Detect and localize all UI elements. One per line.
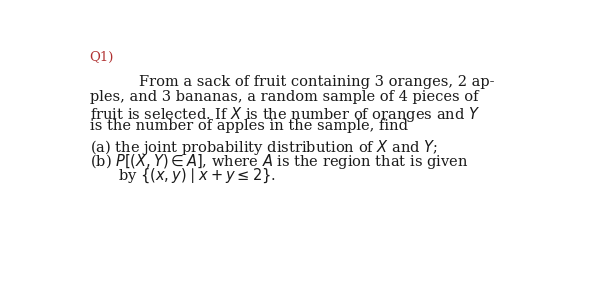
Text: From a sack of fruit containing 3 oranges, 2 ap-: From a sack of fruit containing 3 orange… bbox=[139, 75, 494, 89]
Text: Q1): Q1) bbox=[90, 51, 114, 64]
Text: by $\{(x,y) \mid x+y \leq 2\}$.: by $\{(x,y) \mid x+y \leq 2\}$. bbox=[118, 167, 276, 185]
Text: is the number of apples in the sample, find: is the number of apples in the sample, f… bbox=[90, 119, 408, 133]
Text: (a) the joint probability distribution of $X$ and $Y$;: (a) the joint probability distribution o… bbox=[90, 138, 438, 157]
Text: fruit is selected. If $X$ is the number of oranges and $Y$: fruit is selected. If $X$ is the number … bbox=[90, 105, 480, 123]
Text: ples, and 3 bananas, a random sample of 4 pieces of: ples, and 3 bananas, a random sample of … bbox=[90, 90, 478, 104]
Text: (b) $P[(X,Y) \in A]$, where $A$ is the region that is given: (b) $P[(X,Y) \in A]$, where $A$ is the r… bbox=[90, 152, 468, 171]
